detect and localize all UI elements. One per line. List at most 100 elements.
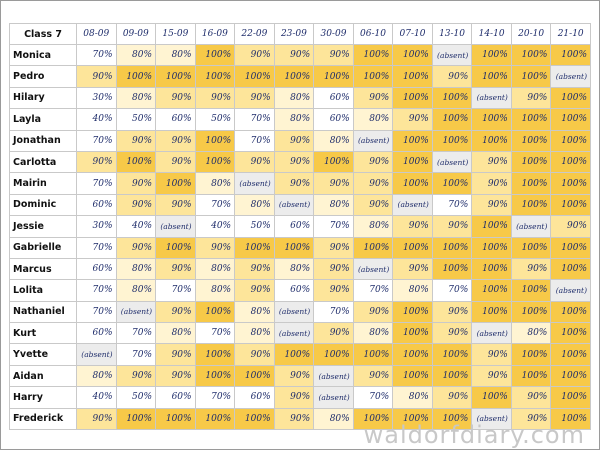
date-header: 09-09: [115, 23, 157, 45]
attendance-cell: 60%: [273, 279, 315, 302]
attendance-cell: 90%: [392, 257, 433, 281]
attendance-cell: 70%: [431, 193, 473, 217]
attendance-cell: 100%: [352, 343, 394, 366]
attendance-cell: 100%: [115, 65, 157, 88]
attendance-cell: 100%: [273, 236, 315, 259]
attendance-cell: 80%: [510, 322, 552, 345]
attendance-cell: 100%: [510, 343, 552, 366]
student-name: Layla: [9, 108, 77, 131]
attendance-cell: 100%: [510, 364, 552, 388]
student-row: Frederick 90% 100% 100% 100% 100% 90% 80% 100% 10…: [9, 407, 591, 431]
attendance-cell: 90%: [234, 86, 275, 110]
attendance-cell: (absent): [273, 300, 315, 324]
attendance-cell: 90%: [155, 300, 196, 324]
attendance-cell: (absent): [313, 364, 354, 388]
attendance-cell: 70%: [352, 279, 394, 302]
attendance-cell: 100%: [194, 343, 236, 366]
attendance-cell: 70%: [76, 279, 117, 302]
date-header: 16-09: [194, 23, 236, 45]
student-name: Monica: [9, 43, 77, 67]
attendance-cell: 80%: [392, 386, 433, 409]
date-header: 14-10: [471, 23, 512, 45]
attendance-cell: 100%: [550, 150, 591, 174]
attendance-cell: 90%: [352, 172, 394, 195]
attendance-cell: 100%: [431, 343, 473, 366]
student-row: Pedro 90% 100% 100% 100% 100% 100% 100% 100% 100%…: [9, 65, 591, 88]
student-name: Harry: [9, 386, 77, 409]
date-header: 30-09: [313, 23, 354, 45]
attendance-cell: 90%: [155, 364, 196, 388]
attendance-cell: 90%: [234, 279, 275, 302]
attendance-cell: (absent): [550, 65, 591, 88]
attendance-cell: 100%: [431, 86, 473, 110]
attendance-cell: 90%: [471, 193, 512, 217]
attendance-cell: 80%: [352, 108, 394, 131]
class-label: Class 7: [9, 23, 77, 45]
attendance-cell: 100%: [550, 407, 591, 431]
attendance-cell: 100%: [550, 193, 591, 217]
attendance-cell: 100%: [155, 407, 196, 431]
attendance-cell: 100%: [392, 129, 433, 152]
attendance-cell: 100%: [234, 236, 275, 259]
attendance-cell: 90%: [273, 364, 315, 388]
attendance-cell: 100%: [550, 300, 591, 324]
attendance-cell: 80%: [392, 279, 433, 302]
attendance-cell: 100%: [392, 150, 433, 174]
attendance-cell: (absent): [273, 193, 315, 217]
attendance-cell: 100%: [194, 300, 236, 324]
attendance-cell: (absent): [510, 215, 552, 238]
student-name: Kurt: [9, 322, 77, 345]
student-row: Jessie 30% 40% (absent) 40% 50% 60% 70% 80% 90% 90…: [9, 215, 591, 238]
student-name: Jessie: [9, 215, 77, 238]
attendance-cell: (absent): [273, 322, 315, 345]
attendance-cell: 90%: [313, 322, 354, 345]
attendance-cell: 90%: [352, 86, 394, 110]
attendance-cell: 100%: [431, 108, 473, 131]
attendance-cell: 100%: [194, 129, 236, 152]
attendance-cell: 100%: [194, 150, 236, 174]
attendance-cell: 90%: [392, 108, 433, 131]
attendance-cell: 90%: [313, 172, 354, 195]
student-row: Kurt 60% 70% 80% 70% 80% (absent) 90% 80% 100% 90%…: [9, 322, 591, 345]
student-name: Aidan: [9, 364, 77, 388]
attendance-cell: 100%: [471, 43, 512, 67]
attendance-cell: 90%: [155, 193, 196, 217]
attendance-cell: (absent): [115, 300, 157, 324]
student-name: Jonathan: [9, 129, 77, 152]
attendance-cell: 90%: [234, 343, 275, 366]
attendance-cell: 100%: [510, 279, 552, 302]
student-row: Hilary 30% 80% 90% 90% 90% 80% 60% 90% 100% 100% (a…: [9, 86, 591, 110]
student-name: Carlotta: [9, 150, 77, 174]
attendance-cell: 100%: [392, 343, 433, 366]
attendance-cell: 100%: [234, 407, 275, 431]
attendance-cell: 100%: [392, 43, 433, 67]
attendance-cell: 80%: [352, 215, 394, 238]
attendance-cell: 40%: [194, 215, 236, 238]
attendance-cell: 100%: [510, 300, 552, 324]
attendance-cell: 90%: [115, 193, 157, 217]
attendance-cell: (absent): [471, 407, 512, 431]
attendance-cell: 100%: [510, 172, 552, 195]
student-name: Nathaniel: [9, 300, 77, 324]
attendance-cell: 100%: [471, 236, 512, 259]
attendance-cell: 100%: [194, 65, 236, 88]
attendance-cell: 100%: [550, 364, 591, 388]
attendance-cell: 100%: [115, 407, 157, 431]
attendance-cell: 70%: [76, 172, 117, 195]
attendance-cell: 90%: [431, 215, 473, 238]
attendance-cell: 100%: [352, 407, 394, 431]
attendance-cell: 90%: [115, 236, 157, 259]
student-name: Hilary: [9, 86, 77, 110]
student-name: Gabrielle: [9, 236, 77, 259]
attendance-cell: 90%: [115, 129, 157, 152]
attendance-cell: 100%: [313, 65, 354, 88]
attendance-cell: 90%: [155, 343, 196, 366]
student-name: Dominic: [9, 193, 77, 217]
attendance-cell: (absent): [313, 386, 354, 409]
date-header: 06-10: [352, 23, 394, 45]
attendance-cell: 70%: [313, 215, 354, 238]
attendance-cell: 100%: [510, 43, 552, 67]
attendance-table: Class 7 08-09 09-09 15-09 16-09 22-09 23-09 30-…: [9, 23, 591, 431]
attendance-cell: 100%: [392, 364, 433, 388]
attendance-cell: 90%: [76, 407, 117, 431]
